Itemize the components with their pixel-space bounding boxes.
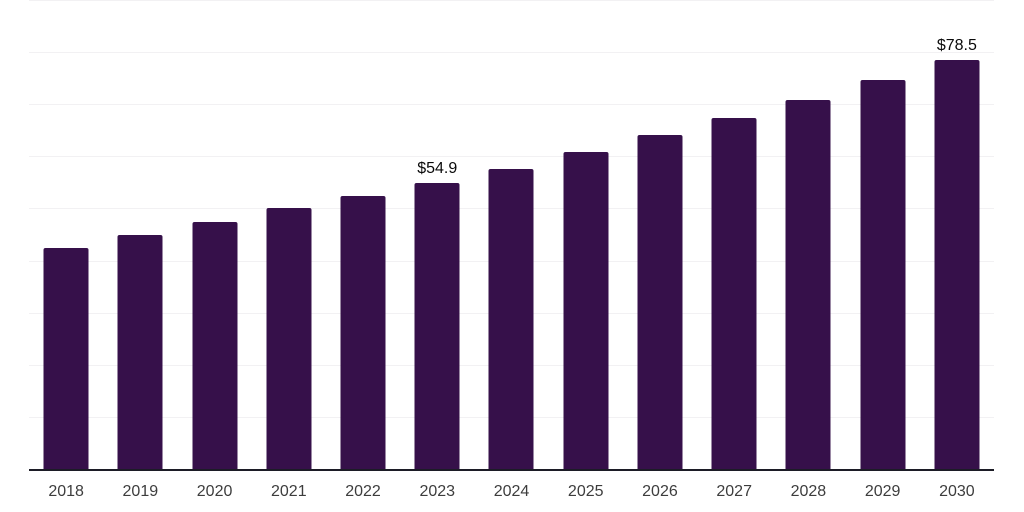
x-axis-label-2027: 2027	[716, 483, 752, 500]
bar-2021	[266, 208, 312, 469]
x-axis: 2018 2019 2020 2021 2022 2023 2024 2025 2026 2027…	[29, 481, 994, 503]
gridline	[29, 0, 994, 1]
bar-slot-2030: $78.5	[920, 0, 994, 469]
bar-2019	[117, 235, 163, 469]
bar-slot-2024	[474, 0, 548, 469]
x-axis-label-2021: 2021	[271, 483, 307, 500]
x-axis-label-2025: 2025	[567, 483, 604, 500]
bar-slot-2029	[846, 0, 920, 469]
x-axis-label-2023: 2023	[419, 483, 456, 500]
bar-slot-2019	[103, 0, 177, 469]
bar-slot-2022	[326, 0, 400, 469]
gridline	[29, 52, 994, 53]
x-axis-label-2022: 2022	[345, 483, 381, 500]
bar-slot-2023: $54.9	[400, 0, 474, 469]
bar-2020	[192, 222, 238, 469]
bar-slot-2020	[177, 0, 251, 469]
x-axis-label-2029: 2029	[864, 483, 901, 500]
bar-slot-2028	[771, 0, 845, 469]
bar-2026	[637, 135, 683, 469]
bar-slot-2018	[29, 0, 103, 469]
plot-area: $54.9 $78.5	[29, 0, 994, 469]
bar-slot-2021	[252, 0, 326, 469]
x-axis-label-2019: 2019	[122, 483, 159, 500]
value-label-2030: $78.5	[936, 37, 977, 54]
bar-2030	[934, 60, 980, 469]
bar-2029	[860, 80, 906, 469]
bar-2022	[340, 196, 386, 469]
bar-2028	[785, 100, 831, 469]
bar-2024	[488, 169, 534, 469]
x-axis-label-2030: 2030	[939, 483, 975, 500]
bar-2023	[414, 183, 460, 469]
x-axis-label-2026: 2026	[642, 483, 678, 500]
bar-2018	[43, 248, 89, 469]
x-axis-label-2028: 2028	[790, 483, 827, 500]
value-label-2023: $54.9	[417, 160, 458, 177]
bar-2027	[711, 118, 757, 469]
gridline	[29, 156, 994, 157]
x-axis-label-2024: 2024	[493, 483, 530, 500]
bar-slot-2027	[697, 0, 771, 469]
bar-slot-2026	[623, 0, 697, 469]
gridline	[29, 104, 994, 105]
bar-slot-2025	[549, 0, 623, 469]
x-axis-label-2018: 2018	[48, 483, 84, 500]
x-axis-line	[29, 469, 994, 471]
x-axis-label-2020: 2020	[196, 483, 233, 500]
bar-2025	[563, 152, 609, 469]
